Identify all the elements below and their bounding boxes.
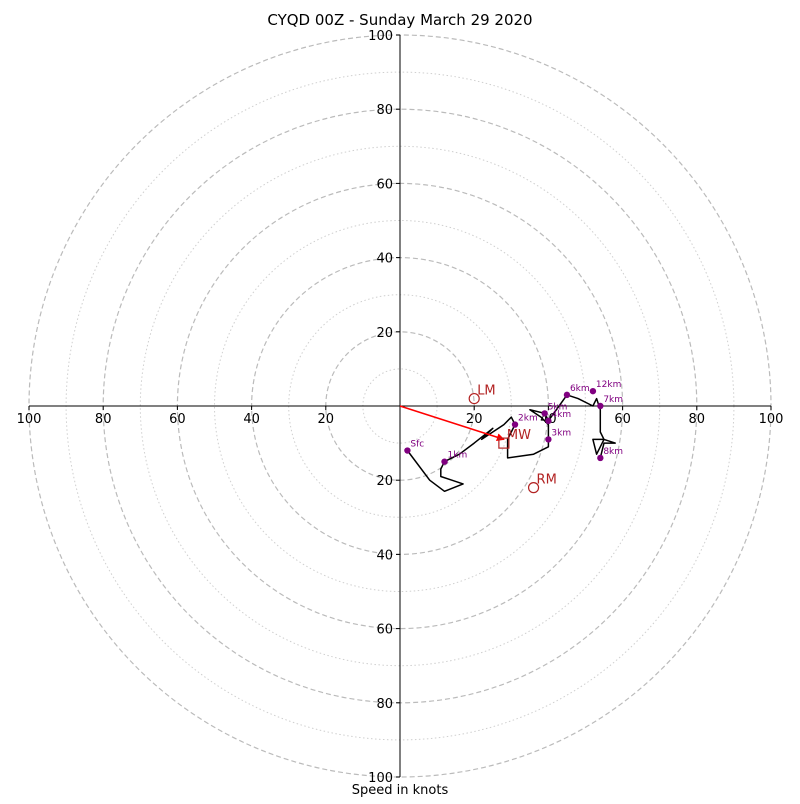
x-axis-label: Speed in knots [351, 783, 449, 798]
height-marker-8km [597, 454, 604, 462]
u-tick-label: 80 [95, 412, 112, 427]
storm-label-RM: RM [537, 473, 557, 488]
u-tick-label: 20 [318, 412, 335, 427]
storm-marker-LM [468, 392, 480, 405]
v-tick-label: 40 [376, 548, 393, 563]
shear-vector-arrow [399, 405, 505, 442]
v-tick-label: 60 [376, 623, 393, 638]
u-tick-label: 60 [614, 412, 631, 427]
v-tick-label: 60 [376, 177, 393, 192]
height-label-8km: 8km [603, 447, 623, 457]
height-label-12km: 12km [596, 380, 621, 390]
height-label-5km: 5km [548, 402, 568, 412]
v-tick-label: 80 [376, 103, 393, 118]
height-label-4km: 4km [551, 410, 571, 420]
chart-title: CYQD 00Z - Sunday March 29 2020 [267, 11, 533, 29]
u-tick-label: 60 [169, 412, 186, 427]
v-tick-label: 40 [376, 252, 393, 267]
u-tick-label: 100 [759, 412, 784, 427]
height-label-Sfc: Sfc [410, 440, 424, 450]
u-tick-label: 20 [466, 412, 483, 427]
storm-marker-MW [498, 437, 510, 449]
u-tick-label: 100 [17, 412, 42, 427]
height-label-2km: 2km [518, 414, 538, 424]
height-marker-2km [511, 421, 519, 428]
height-label-3km: 3km [551, 428, 571, 438]
height-marker-7km [597, 402, 604, 410]
u-tick-label: 80 [689, 412, 706, 427]
storm-marker-RM [527, 482, 540, 494]
v-tick-label: 100 [368, 771, 393, 786]
v-tick-label: 20 [376, 326, 393, 341]
height-marker-6km [563, 391, 571, 399]
height-label-7km: 7km [603, 395, 623, 405]
v-tick-label: 20 [376, 474, 393, 489]
height-marker-5km [541, 410, 548, 417]
v-tick-label: 80 [376, 697, 393, 712]
height-marker-4km [545, 417, 552, 425]
storm-label-MW: MW [507, 428, 531, 443]
height-marker-1km [441, 458, 448, 465]
u-tick-label: 40 [243, 412, 260, 427]
height-label-1km: 1km [448, 451, 468, 461]
storm-label-LM: LM [477, 384, 495, 399]
height-label-6km: 6km [570, 384, 590, 394]
v-tick-label: 100 [368, 29, 393, 44]
height-marker-3km [545, 436, 552, 443]
height-marker-12km [589, 387, 597, 395]
height-marker-Sfc [404, 447, 411, 454]
